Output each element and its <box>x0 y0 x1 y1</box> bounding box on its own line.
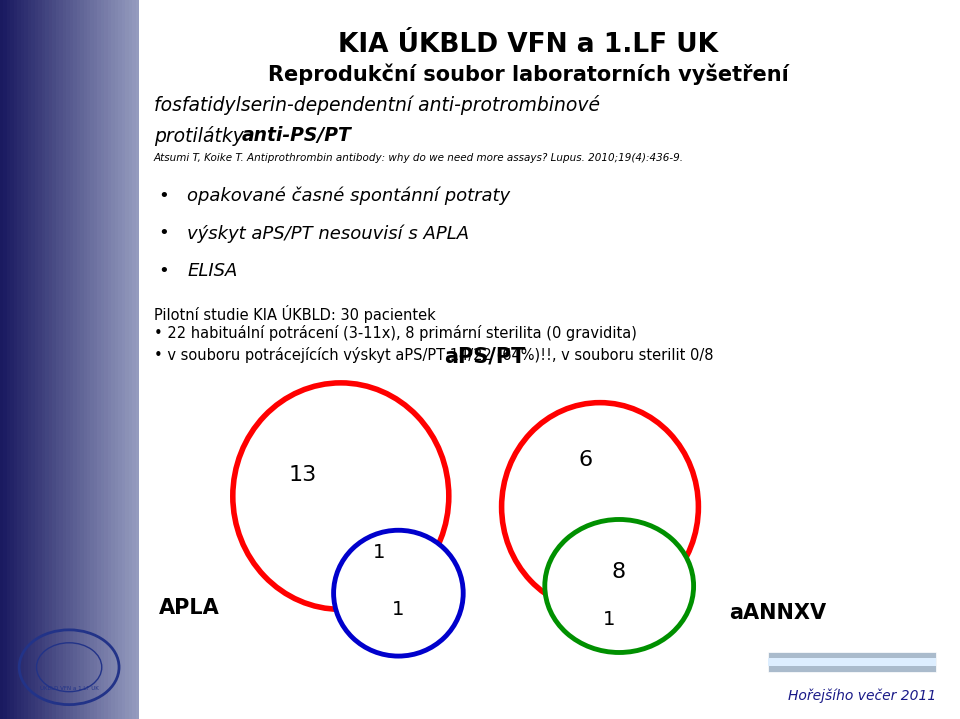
Bar <box>115 0 118 719</box>
Text: APLA: APLA <box>158 597 219 618</box>
Bar <box>118 0 122 719</box>
Bar <box>7 0 11 719</box>
Text: 1: 1 <box>603 610 614 629</box>
Text: 1: 1 <box>393 600 404 619</box>
Bar <box>24 0 28 719</box>
Bar <box>90 0 94 719</box>
Bar <box>129 0 132 719</box>
Text: •: • <box>158 224 169 242</box>
Text: opakované časné spontánní potraty: opakované časné spontánní potraty <box>187 187 511 206</box>
Bar <box>122 0 125 719</box>
Text: výskyt aPS/PT nesouvisí s APLA: výskyt aPS/PT nesouvisí s APLA <box>187 224 469 243</box>
Text: 13: 13 <box>288 464 317 485</box>
Bar <box>66 0 69 719</box>
Bar <box>0 0 139 719</box>
Bar <box>45 0 49 719</box>
Text: protilátky: protilátky <box>154 126 250 146</box>
Bar <box>77 0 80 719</box>
Text: 1: 1 <box>373 543 385 562</box>
Bar <box>135 0 139 719</box>
Bar <box>52 0 56 719</box>
Bar <box>0 0 4 719</box>
Bar <box>139 0 960 719</box>
Text: • 22 habituální potrácení (3-11x), 8 primární sterilita (0 gravidita): • 22 habituální potrácení (3-11x), 8 pri… <box>154 325 636 341</box>
Bar <box>69 0 73 719</box>
Text: •: • <box>158 187 169 205</box>
Bar <box>73 0 77 719</box>
Text: aPS/PT: aPS/PT <box>444 347 525 367</box>
Text: 8: 8 <box>612 562 625 582</box>
Text: Pilotní studie KIA ÚKBLD: 30 pacientek: Pilotní studie KIA ÚKBLD: 30 pacientek <box>154 305 435 323</box>
Bar <box>49 0 52 719</box>
Ellipse shape <box>501 403 699 611</box>
Text: 6: 6 <box>579 450 592 470</box>
Ellipse shape <box>334 531 464 656</box>
Bar <box>21 0 24 719</box>
Bar <box>87 0 90 719</box>
Bar <box>105 0 108 719</box>
Text: aANNXV: aANNXV <box>730 603 827 623</box>
Bar <box>28 0 32 719</box>
Bar <box>11 0 13 719</box>
Bar <box>80 0 84 719</box>
Bar <box>42 0 45 719</box>
Bar <box>62 0 66 719</box>
Bar <box>32 0 35 719</box>
Text: fosfatidylserin-dependentní anti-protrombinové: fosfatidylserin-dependentní anti-protrom… <box>154 95 600 115</box>
Text: ELISA: ELISA <box>187 262 237 280</box>
Text: Atsumi T, Koike T. Antiprothrombin antibody: why do we need more assays? Lupus. : Atsumi T, Koike T. Antiprothrombin antib… <box>154 153 684 163</box>
Bar <box>111 0 115 719</box>
Bar <box>94 0 98 719</box>
Text: •: • <box>158 262 169 280</box>
Bar <box>35 0 38 719</box>
Bar <box>125 0 129 719</box>
Bar <box>768 658 936 667</box>
Bar <box>13 0 17 719</box>
Bar <box>17 0 21 719</box>
Bar <box>84 0 87 719</box>
Bar <box>98 0 101 719</box>
Text: KIA ÚKBLD VFN a 1.LF UK: KIA ÚKBLD VFN a 1.LF UK <box>338 32 718 58</box>
Text: • v souboru potrácejících výskyt aPS/PT 14/22 (64%)!!, v souboru sterilit 0/8: • v souboru potrácejících výskyt aPS/PT … <box>154 347 713 362</box>
Bar <box>132 0 135 719</box>
Text: Hořejšího večer 2011: Hořejšího večer 2011 <box>788 689 936 703</box>
Bar <box>108 0 111 719</box>
Text: ÚKBLD VFN a 1.LF UK: ÚKBLD VFN a 1.LF UK <box>39 687 99 691</box>
Bar <box>38 0 42 719</box>
Bar <box>4 0 7 719</box>
Ellipse shape <box>232 383 448 610</box>
Ellipse shape <box>545 519 693 653</box>
Bar <box>101 0 105 719</box>
Text: Reprodukční soubor laboratorních vyšetření: Reprodukční soubor laboratorních vyšetře… <box>268 63 788 85</box>
Bar <box>60 0 62 719</box>
Bar <box>768 652 936 672</box>
Bar <box>56 0 60 719</box>
Text: anti-PS/PT: anti-PS/PT <box>242 126 351 145</box>
